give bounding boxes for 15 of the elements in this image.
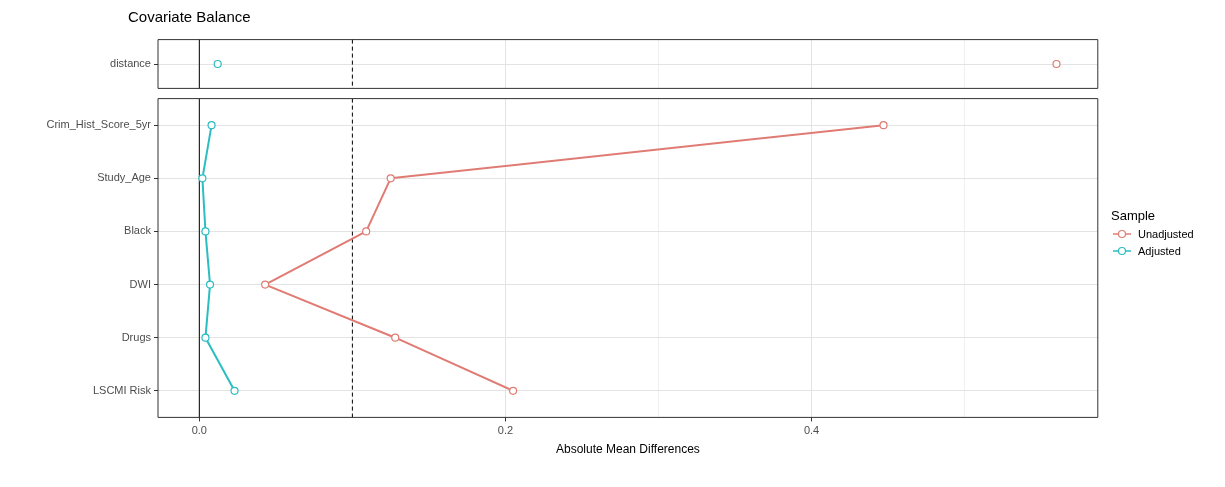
x-tick-label: 0.2 bbox=[497, 424, 514, 437]
y-tick-label: DWI bbox=[129, 277, 151, 290]
legend-label: Unadjusted bbox=[1138, 228, 1194, 240]
y-tick-label: distance bbox=[110, 57, 151, 70]
y-tick-label: Crim_Hist_Score_5yr bbox=[46, 118, 152, 131]
y-tick-label: Drugs bbox=[121, 330, 152, 343]
y-tick-label: LSCMI Risk bbox=[92, 383, 152, 396]
y-tick-label: Black bbox=[124, 224, 152, 237]
legend-title: Sample bbox=[1111, 207, 1157, 223]
chart-title: Covariate Balance bbox=[128, 8, 252, 27]
x-tick-label: 0.0 bbox=[191, 424, 207, 437]
legend-label: Adjusted bbox=[1138, 245, 1181, 257]
y-tick-label: Study_Age bbox=[97, 171, 151, 184]
x-axis-title: Absolute Mean Differences bbox=[555, 442, 700, 457]
x-tick-label: 0.4 bbox=[803, 424, 820, 437]
